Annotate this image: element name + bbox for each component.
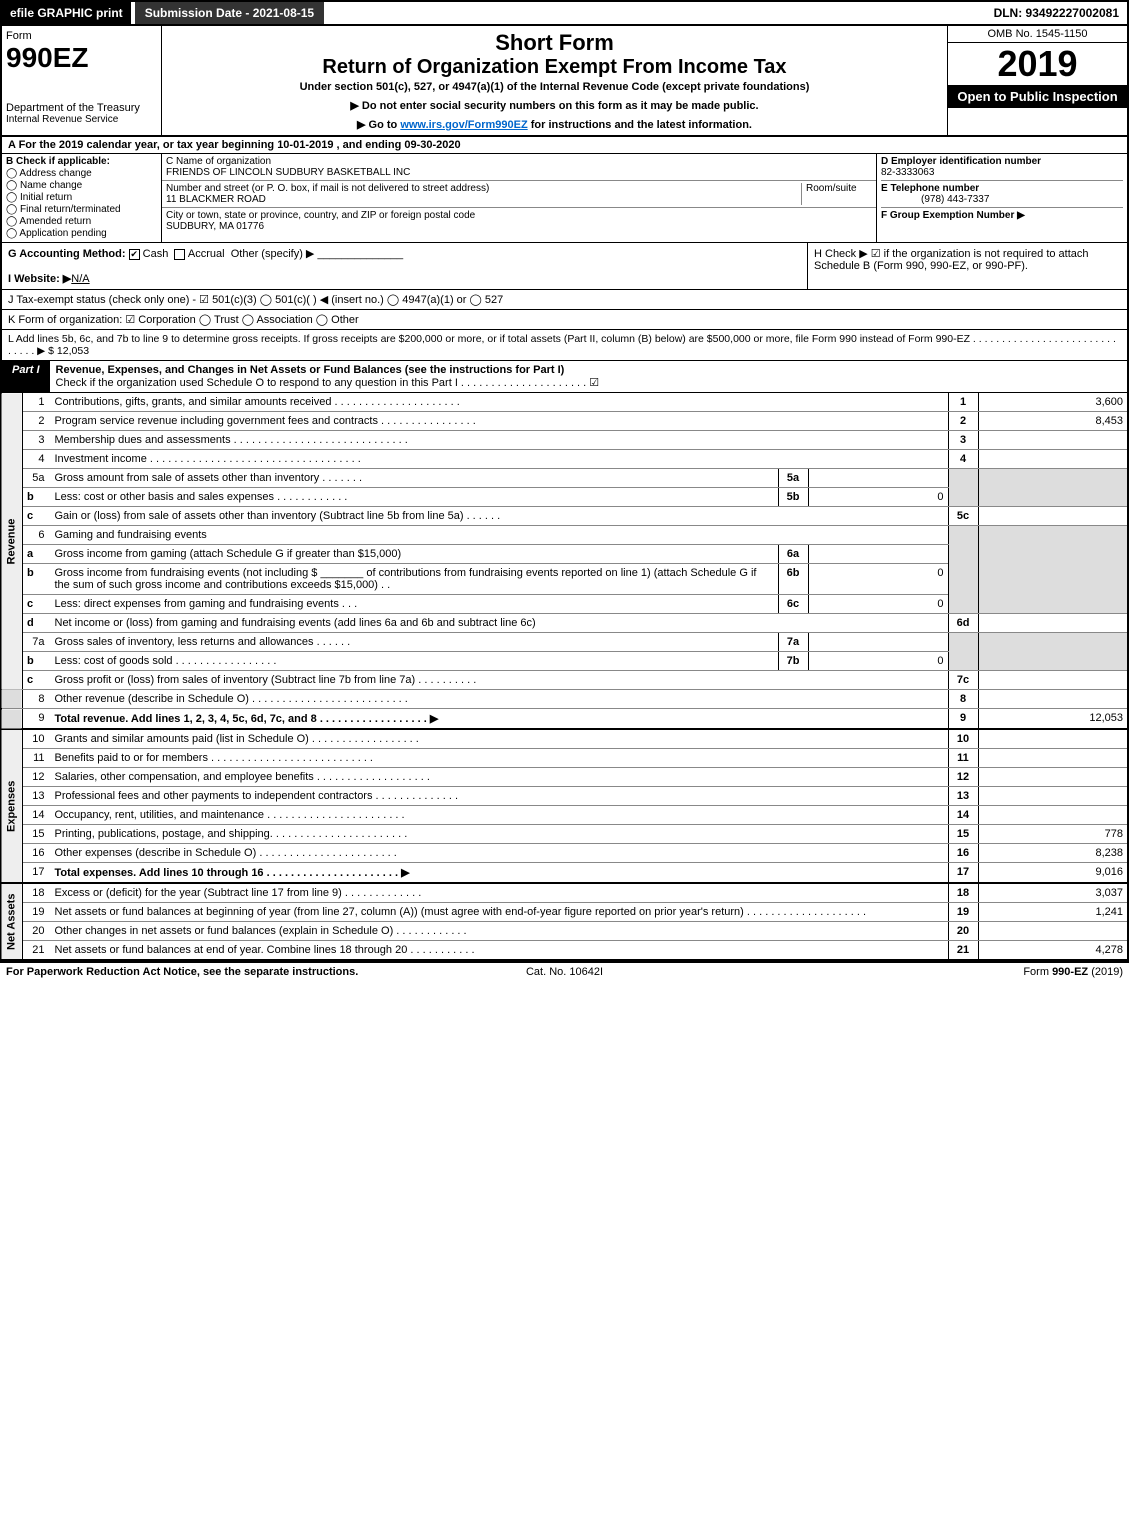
part1-header: Part I Revenue, Expenses, and Changes in… [0, 361, 1129, 393]
chk-initial[interactable]: ◯ Initial return [6, 192, 157, 203]
page-footer: For Paperwork Reduction Act Notice, see … [0, 961, 1129, 981]
chk-cash[interactable] [129, 249, 140, 260]
omb-number: OMB No. 1545-1150 [948, 26, 1127, 43]
side-expenses: Expenses [1, 729, 23, 883]
chk-accrual[interactable] [174, 249, 185, 260]
ein-value: 82-3333063 [881, 167, 934, 178]
city-label: City or town, state or province, country… [166, 210, 475, 221]
efile-button[interactable]: efile GRAPHIC print [2, 2, 131, 24]
i-label: I Website: ▶ [8, 273, 71, 285]
addr-value: 11 BLACKMER ROAD [166, 194, 266, 205]
goto-line: ▶ Go to www.irs.gov/Form990EZ for instru… [166, 118, 943, 131]
tax-year: 2019 [948, 43, 1127, 85]
ein-label: D Employer identification number [881, 156, 1041, 167]
return-title: Return of Organization Exempt From Incom… [166, 56, 943, 79]
part1-title: Revenue, Expenses, and Changes in Net As… [50, 361, 1127, 392]
info-boxes: B Check if applicable: ◯ Address change … [0, 154, 1129, 243]
row-g-h: G Accounting Method: Cash Accrual Other … [0, 243, 1129, 290]
form-word: Form [6, 30, 157, 42]
chk-name[interactable]: ◯ Name change [6, 180, 157, 191]
irs-label: Internal Revenue Service [6, 114, 157, 125]
side-netassets: Net Assets [1, 883, 23, 960]
chk-amended[interactable]: ◯ Amended return [6, 216, 157, 227]
header-left: Form 990EZ Department of the Treasury In… [2, 26, 162, 135]
header-mid: Short Form Return of Organization Exempt… [162, 26, 947, 135]
box-c: C Name of organization FRIENDS OF LINCOL… [162, 154, 877, 242]
box-d: D Employer identification number 82-3333… [877, 154, 1127, 242]
ssn-warning: ▶ Do not enter social security numbers o… [166, 99, 943, 112]
chk-address[interactable]: ◯ Address change [6, 168, 157, 179]
addr-row: Number and street (or P. O. box, if mail… [162, 181, 876, 208]
city-value: SUDBURY, MA 01776 [166, 221, 264, 232]
short-form-title: Short Form [166, 30, 943, 56]
box-b: B Check if applicable: ◯ Address change … [2, 154, 162, 242]
group-label: F Group Exemption Number ▶ [881, 210, 1025, 221]
header-right: OMB No. 1545-1150 2019 Open to Public In… [947, 26, 1127, 135]
subtitle: Under section 501(c), 527, or 4947(a)(1)… [166, 81, 943, 93]
org-name-label: C Name of organization [166, 156, 271, 167]
footer-right: Form 990-EZ (2019) [603, 966, 1123, 978]
footer-cat: Cat. No. 10642I [526, 966, 603, 978]
top-bar: efile GRAPHIC print Submission Date - 20… [0, 0, 1129, 26]
website-value: N/A [71, 273, 89, 285]
g-label: G Accounting Method: [8, 248, 126, 260]
dln-label: DLN: 93492227002081 [986, 2, 1127, 24]
org-name: FRIENDS OF LINCOLN SUDBURY BASKETBALL IN… [166, 167, 410, 178]
row-j: J Tax-exempt status (check only one) - ☑… [0, 290, 1129, 310]
side-revenue: Revenue [1, 393, 23, 690]
line-a-text: A For the 2019 calendar year, or tax yea… [8, 139, 461, 151]
addr-label: Number and street (or P. O. box, if mail… [166, 183, 489, 194]
submission-date: Submission Date - 2021-08-15 [135, 2, 324, 24]
irs-link[interactable]: www.irs.gov/Form990EZ [400, 119, 527, 131]
line-a: A For the 2019 calendar year, or tax yea… [0, 137, 1129, 154]
row-g: G Accounting Method: Cash Accrual Other … [2, 243, 807, 289]
form-number: 990EZ [6, 42, 157, 74]
footer-left: For Paperwork Reduction Act Notice, see … [6, 966, 526, 978]
revenue-table: Revenue 1Contributions, gifts, grants, a… [0, 393, 1129, 961]
open-public-badge: Open to Public Inspection [948, 85, 1127, 108]
goto-post: for instructions and the latest informat… [528, 119, 752, 131]
org-name-row: C Name of organization FRIENDS OF LINCOL… [162, 154, 876, 181]
box-b-label: B Check if applicable: [6, 156, 110, 167]
form-header: Form 990EZ Department of the Treasury In… [0, 26, 1129, 137]
dept-treasury: Department of the Treasury [6, 102, 157, 114]
chk-pending[interactable]: ◯ Application pending [6, 228, 157, 239]
part1-sub: Check if the organization used Schedule … [56, 376, 1121, 389]
goto-pre: ▶ Go to [357, 119, 400, 131]
row-k: K Form of organization: ☑ Corporation ◯ … [0, 310, 1129, 330]
row-h: H Check ▶ ☑ if the organization is not r… [807, 243, 1127, 289]
part1-label: Part I [2, 361, 50, 392]
row-l: L Add lines 5b, 6c, and 7b to line 9 to … [0, 330, 1129, 361]
room-label: Room/suite [802, 183, 872, 205]
city-row: City or town, state or province, country… [162, 208, 876, 234]
tel-label: E Telephone number [881, 183, 979, 194]
chk-final[interactable]: ◯ Final return/terminated [6, 204, 157, 215]
g-other: Other (specify) ▶ [231, 248, 315, 260]
tel-value: (978) 443-7337 [881, 194, 989, 205]
